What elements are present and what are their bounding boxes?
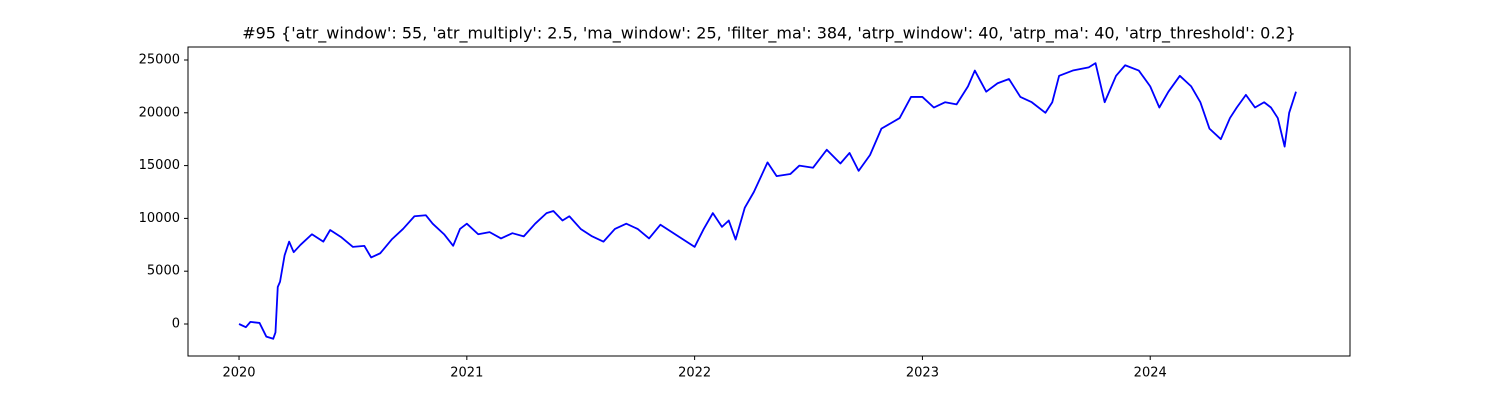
y-tick-label: 10000 [139,211,180,226]
y-tick-label: 20000 [139,105,180,120]
y-tick-label: 15000 [139,158,180,173]
plot-frame [187,46,1351,357]
line-series [238,62,1297,340]
chart-title: #95 {'atr_window': 55, 'atr_multiply': 2… [242,24,1296,44]
x-tick-label: 2023 [906,366,939,381]
x-tick-label: 2022 [678,366,711,381]
x-tick-label: 2021 [450,366,483,381]
y-tick-label: 5000 [147,264,180,279]
x-tick-label: 2020 [222,366,255,381]
y-tick-label: 25000 [139,52,180,67]
x-tick-label: 2024 [1134,366,1167,381]
y-tick-label: 0 [172,317,180,332]
